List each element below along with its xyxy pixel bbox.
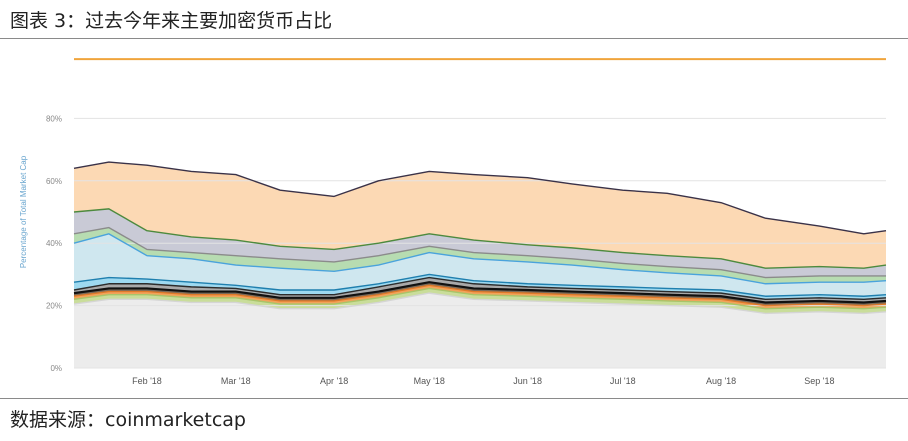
series-line-10 (73, 161, 887, 235)
x-tick-label: Jun '18 (513, 376, 542, 386)
x-tick-labels: Feb '18 Mar '18 Apr '18 May '18 Jun '18 Jul '… (132, 376, 834, 386)
area-band-10 (74, 162, 886, 269)
area-band-4 (74, 282, 886, 306)
y-tick-label: 40% (46, 239, 62, 248)
area-band-8 (74, 227, 886, 284)
area-band-2 (74, 288, 886, 314)
area-band-6 (74, 274, 886, 300)
y-tick-label: 0% (50, 364, 62, 373)
gridlines (74, 117, 886, 369)
bottom-divider (0, 398, 908, 399)
series-line-2 (73, 287, 887, 310)
series-line-4 (73, 281, 887, 304)
x-tick-label: May '18 (414, 376, 445, 386)
series-lines (73, 58, 887, 315)
series-line-3 (73, 284, 887, 307)
x-tick-label: Feb '18 (132, 376, 162, 386)
series-line-8 (73, 226, 886, 279)
series-line-1 (73, 292, 887, 315)
area-band-7 (74, 233, 886, 297)
x-tick-label: Aug '18 (706, 376, 736, 386)
series-line-5 (73, 276, 887, 301)
y-tick-label: 20% (46, 302, 62, 311)
y-tick-label: 80% (46, 114, 62, 123)
x-tick-label: Apr '18 (320, 376, 348, 386)
x-tick-label: Sep '18 (804, 376, 834, 386)
area-band-5 (74, 277, 886, 303)
chart-title: 图表 3：过去今年来主要加密货币占比 (10, 10, 333, 32)
series-line-6 (73, 273, 887, 297)
area-band-1 (74, 293, 886, 368)
y-tick-labels: 0% 20% 40% 60% 80% (46, 114, 62, 373)
x-tick-label: Jul '18 (610, 376, 636, 386)
y-axis-label: Percentage of Total Market Cap (19, 155, 28, 268)
x-tick-label: Mar '18 (221, 376, 251, 386)
area-band-3 (74, 285, 886, 309)
series-line-7 (73, 233, 887, 285)
y-tick-label: 60% (46, 177, 62, 186)
top-divider (0, 38, 908, 39)
data-source: 数据来源：coinmarketcap (10, 409, 246, 431)
series-line-9 (73, 208, 887, 269)
